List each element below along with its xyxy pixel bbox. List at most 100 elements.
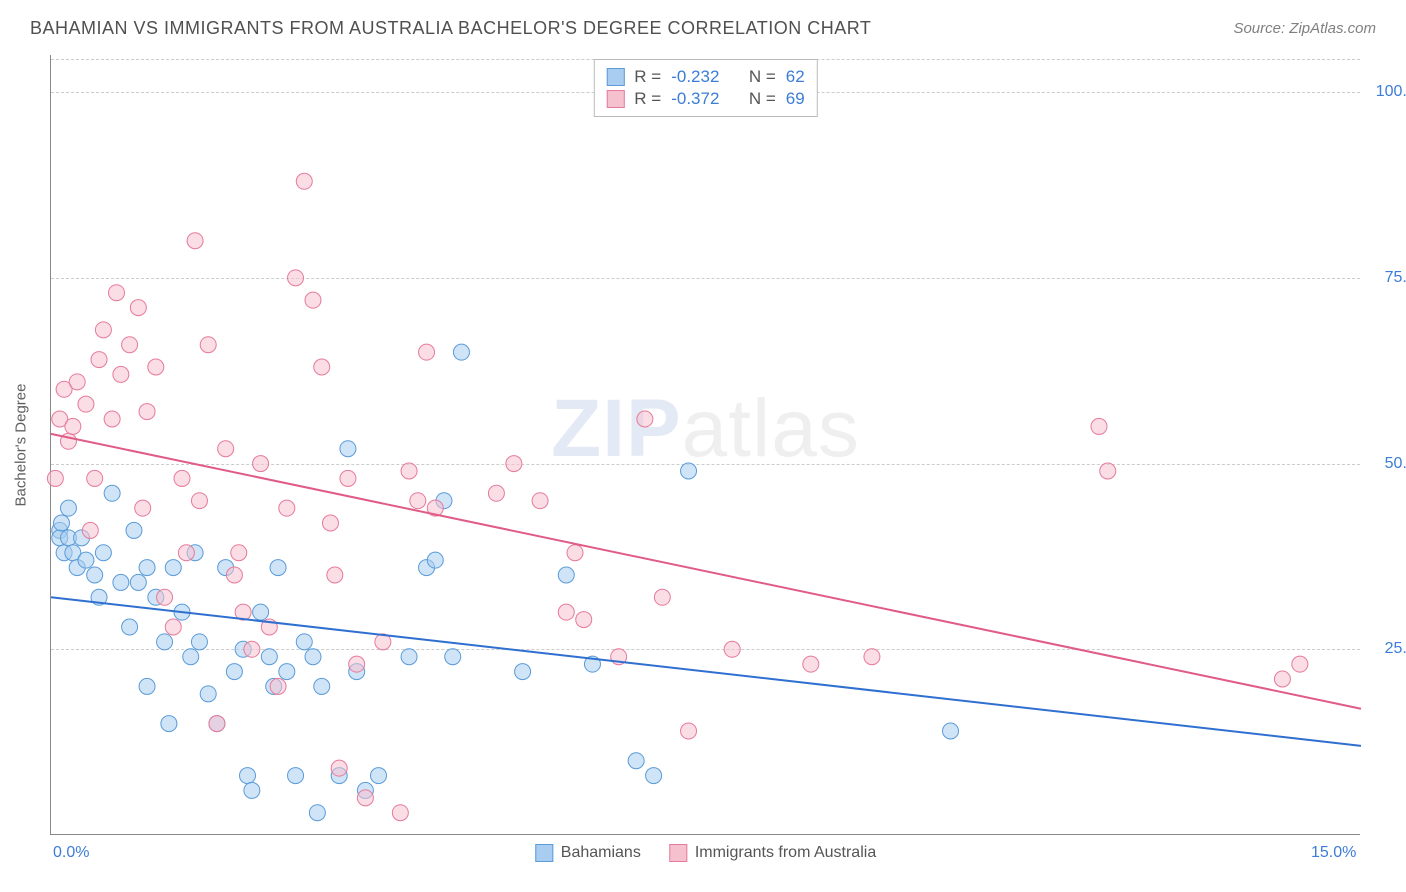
data-point	[410, 493, 426, 509]
data-point	[305, 292, 321, 308]
data-point	[161, 716, 177, 732]
chart-plot-area: Bachelor's Degree 25.0%50.0%75.0%100.0% …	[50, 55, 1360, 835]
data-point	[130, 300, 146, 316]
trend-line	[51, 597, 1361, 746]
data-point	[253, 604, 269, 620]
data-point	[191, 493, 207, 509]
data-point	[244, 641, 260, 657]
chart-header: BAHAMIAN VS IMMIGRANTS FROM AUSTRALIA BA…	[0, 0, 1406, 47]
r-label: R =	[634, 67, 661, 87]
legend-swatch-series-1	[669, 844, 687, 862]
data-point	[419, 344, 435, 360]
x-tick-label: 0.0%	[53, 844, 89, 862]
data-point	[401, 463, 417, 479]
n-label: N =	[749, 89, 776, 109]
data-point	[296, 634, 312, 650]
data-point	[78, 396, 94, 412]
data-point	[218, 441, 234, 457]
data-point	[288, 768, 304, 784]
data-point	[244, 782, 260, 798]
data-point	[864, 649, 880, 665]
data-point	[349, 656, 365, 672]
data-point	[191, 634, 207, 650]
trend-line	[51, 434, 1361, 709]
data-point	[104, 411, 120, 427]
data-point	[122, 619, 138, 635]
chart-title: BAHAMIAN VS IMMIGRANTS FROM AUSTRALIA BA…	[30, 18, 871, 39]
x-tick-label: 15.0%	[1311, 844, 1356, 862]
data-point	[401, 649, 417, 665]
bottom-legend: Bahamians Immigrants from Australia	[535, 844, 876, 862]
data-point	[288, 270, 304, 286]
data-point	[558, 567, 574, 583]
data-point	[279, 500, 295, 516]
data-point	[1091, 418, 1107, 434]
data-point	[139, 560, 155, 576]
data-point	[270, 678, 286, 694]
data-point	[183, 649, 199, 665]
data-point	[53, 515, 69, 531]
data-point	[231, 545, 247, 561]
r-value-series-0: -0.232	[671, 67, 719, 87]
swatch-series-1	[606, 90, 624, 108]
legend-swatch-series-0	[535, 844, 553, 862]
data-point	[95, 545, 111, 561]
y-tick-label: 100.0%	[1370, 83, 1406, 101]
data-point	[157, 589, 173, 605]
data-point	[453, 344, 469, 360]
data-point	[165, 560, 181, 576]
data-point	[87, 470, 103, 486]
data-point	[322, 515, 338, 531]
data-point	[261, 649, 277, 665]
data-point	[654, 589, 670, 605]
data-point	[637, 411, 653, 427]
data-point	[331, 760, 347, 776]
y-tick-label: 50.0%	[1370, 455, 1406, 473]
legend-label-series-1: Immigrants from Australia	[695, 844, 876, 862]
y-tick-label: 25.0%	[1370, 640, 1406, 658]
data-point	[226, 567, 242, 583]
data-point	[309, 805, 325, 821]
data-point	[209, 716, 225, 732]
data-point	[69, 374, 85, 390]
n-value-series-0: 62	[786, 67, 805, 87]
data-point	[78, 552, 94, 568]
data-point	[724, 641, 740, 657]
data-point	[135, 500, 151, 516]
data-point	[427, 552, 443, 568]
data-point	[113, 366, 129, 382]
data-point	[60, 500, 76, 516]
data-point	[178, 545, 194, 561]
data-point	[139, 404, 155, 420]
data-point	[803, 656, 819, 672]
data-point	[122, 337, 138, 353]
data-point	[488, 485, 504, 501]
data-point	[357, 790, 373, 806]
data-point	[157, 634, 173, 650]
legend-item-series-1: Immigrants from Australia	[669, 844, 876, 862]
data-point	[126, 522, 142, 538]
data-point	[340, 470, 356, 486]
data-point	[1292, 656, 1308, 672]
data-point	[506, 456, 522, 472]
y-axis-title: Bachelor's Degree	[13, 383, 30, 506]
swatch-series-0	[606, 68, 624, 86]
data-point	[104, 485, 120, 501]
data-point	[558, 604, 574, 620]
legend-label-series-0: Bahamians	[561, 844, 641, 862]
data-point	[174, 470, 190, 486]
data-point	[515, 664, 531, 680]
data-point	[1100, 463, 1116, 479]
stats-row-series-1: R = -0.372 N = 69	[606, 88, 804, 110]
y-tick-label: 75.0%	[1370, 269, 1406, 287]
data-point	[305, 649, 321, 665]
data-point	[240, 768, 256, 784]
stats-row-series-0: R = -0.232 N = 62	[606, 66, 804, 88]
scatter-plot-svg	[51, 55, 1360, 834]
data-point	[65, 418, 81, 434]
data-point	[187, 233, 203, 249]
data-point	[226, 664, 242, 680]
data-point	[95, 322, 111, 338]
data-point	[314, 359, 330, 375]
data-point	[130, 574, 146, 590]
